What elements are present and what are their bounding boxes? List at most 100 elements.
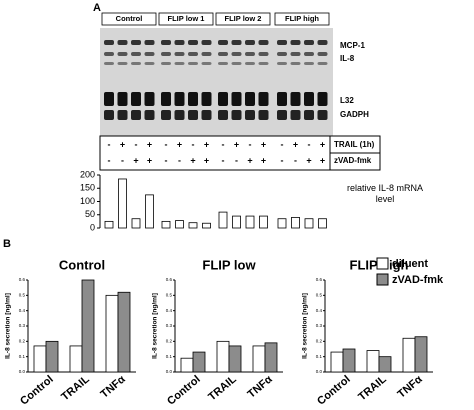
bar: [104, 220, 114, 229]
treatment-sign: +: [234, 139, 239, 149]
band: [161, 52, 171, 56]
band: [218, 92, 228, 106]
band: [245, 52, 255, 56]
band: [201, 52, 212, 56]
treatment-sign: -: [165, 139, 168, 149]
band: [304, 92, 314, 106]
bar: [81, 279, 95, 373]
bar: [304, 218, 314, 229]
x-tick-label: TRAIL: [356, 373, 389, 403]
bar: [117, 291, 131, 373]
bar: [342, 348, 356, 373]
treatment-sign: +: [147, 139, 152, 149]
bar: [175, 220, 184, 229]
band: [174, 40, 185, 45]
treatment-label: zVAD-fmk: [334, 156, 372, 165]
treatment-sign: +: [261, 155, 266, 165]
chart-title: Control: [59, 257, 105, 272]
y-tick-label: 200: [80, 169, 95, 179]
bar: [228, 345, 242, 373]
band: [117, 62, 128, 65]
bar: [45, 340, 59, 373]
band: [104, 62, 114, 65]
band: [218, 40, 228, 45]
x-tick-label: TRAIL: [59, 373, 92, 403]
bar: [318, 218, 327, 229]
band: [161, 92, 171, 106]
band-label: MCP-1: [340, 41, 365, 50]
x-tick-label: TRAIL: [206, 373, 239, 403]
bar: [69, 345, 83, 373]
treatment-sign: -: [108, 139, 111, 149]
treatment-sign: +: [261, 139, 266, 149]
bar: [218, 211, 228, 229]
treatment-label: TRAIL (1h): [334, 140, 375, 149]
band: [131, 40, 141, 45]
y-tick-label: 0.4: [166, 308, 173, 313]
y-tick-label: 0.0: [316, 369, 323, 374]
x-tick-label: TNFα: [99, 373, 128, 400]
band-label: IL-8: [340, 54, 355, 63]
group-box: [274, 12, 330, 26]
y-tick-label: 0.6: [316, 277, 323, 282]
bar: [245, 215, 255, 229]
y-tick-label: 0.5: [19, 293, 26, 298]
band: [117, 110, 128, 120]
band: [174, 92, 185, 106]
band: [290, 40, 301, 45]
band: [174, 52, 185, 56]
y-tick-label: 0.3: [316, 323, 323, 328]
bar: [131, 218, 141, 229]
y-tick-label: 0.5: [166, 293, 173, 298]
band: [174, 62, 185, 65]
bar: [192, 351, 206, 373]
y-tick-label: 0.1: [19, 354, 26, 359]
x-tick-label: TNFα: [246, 373, 275, 400]
band: [245, 40, 255, 45]
band: [117, 40, 128, 45]
band: [188, 110, 198, 120]
band: [161, 62, 171, 65]
treatment-sign: -: [121, 155, 124, 165]
band: [131, 62, 141, 65]
band: [104, 52, 114, 56]
band: [117, 52, 128, 56]
bar: [414, 336, 428, 373]
panel-label: A: [93, 2, 101, 14]
treatment-sign: +: [147, 155, 152, 165]
treatment-sign: +: [306, 155, 311, 165]
treatment-sign: -: [222, 155, 225, 165]
legend-swatch: [376, 257, 389, 270]
treatment-sign: +: [247, 155, 252, 165]
band-label: L32: [340, 96, 354, 105]
group-box: [215, 12, 271, 26]
y-tick-label: 0.3: [166, 323, 173, 328]
band: [131, 52, 141, 56]
treatment-sign: +: [293, 139, 298, 149]
y-tick-label: 0.0: [166, 369, 173, 374]
x-tick-label: Control: [315, 373, 353, 407]
x-tick-label: TNFα: [396, 373, 425, 400]
bar: [180, 357, 194, 373]
band: [258, 62, 269, 65]
treatment-sign: -: [135, 139, 138, 149]
group-label: FLIP low 1: [168, 14, 205, 23]
y-axis-label: IL-8 secretion [ng/ml]: [302, 293, 309, 359]
band: [317, 52, 328, 56]
band: [304, 110, 314, 120]
band: [201, 40, 212, 45]
treatment-sign: +: [204, 155, 209, 165]
treatment-sign: -: [281, 155, 284, 165]
bar: [264, 342, 278, 373]
y-tick-label: 0.2: [316, 339, 323, 344]
band: [290, 62, 301, 65]
band: [245, 92, 255, 106]
band: [231, 40, 242, 45]
band: [161, 110, 171, 120]
y-axis-label: IL-8 secretion [ng/ml]: [5, 293, 12, 359]
bar: [291, 216, 300, 229]
band: [258, 40, 269, 45]
treatment-sign: -: [222, 139, 225, 149]
